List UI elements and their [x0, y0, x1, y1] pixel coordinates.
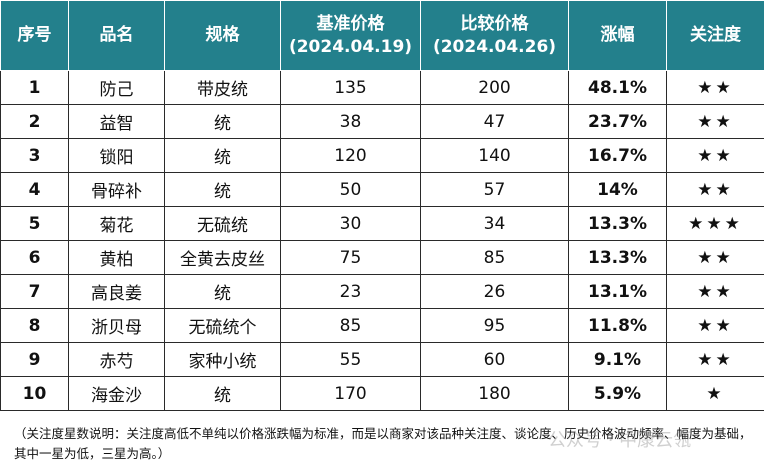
row-num: 8 [0, 308, 69, 343]
row-num: 2 [0, 104, 69, 139]
row-spec: 统 [164, 376, 281, 411]
row-change: 16.7% [568, 138, 667, 173]
table-row: 5 菊花 无硫统 30 34 13.3% ★★★ [0, 206, 764, 241]
row-name: 高良姜 [68, 274, 165, 309]
row-spec: 无硫统个 [164, 308, 281, 343]
row-compare-price: 26 [420, 274, 569, 309]
row-compare-price: 57 [420, 172, 569, 207]
star-icon: ★★ [666, 104, 764, 139]
star-icon: ★★ [666, 308, 764, 343]
row-base-price: 50 [280, 172, 421, 207]
row-compare-price: 47 [420, 104, 569, 139]
row-compare-price: 60 [420, 342, 569, 377]
row-num: 1 [0, 70, 69, 105]
row-spec: 带皮统 [164, 70, 281, 105]
header-num: 序号 [0, 0, 69, 71]
header-spec: 规格 [164, 0, 281, 71]
row-name: 益智 [68, 104, 165, 139]
header-compare-date: (2024.04.26) [432, 36, 557, 57]
table-row: 9 赤芍 家种小统 55 60 9.1% ★★ [0, 342, 764, 377]
row-num: 3 [0, 138, 69, 173]
row-num: 5 [0, 206, 69, 241]
row-change: 11.8% [568, 308, 667, 343]
row-num: 7 [0, 274, 69, 309]
star-icon: ★★ [666, 240, 764, 275]
row-base-price: 75 [280, 240, 421, 275]
watermark: 公众号 · 中康云瓴 [548, 430, 692, 451]
row-name: 浙贝母 [68, 308, 165, 343]
row-compare-price: 140 [420, 138, 569, 173]
star-icon: ★★ [666, 138, 764, 173]
header-name: 品名 [68, 0, 165, 71]
header-compare-price: 比较价格 (2024.04.26) [420, 0, 569, 71]
row-num: 9 [0, 342, 69, 377]
row-change: 14% [568, 172, 667, 207]
row-compare-price: 34 [420, 206, 569, 241]
row-name: 骨碎补 [68, 172, 165, 207]
header-change: 涨幅 [568, 0, 667, 71]
attention-note: （关注度星数说明：关注度高低不单纯以价格涨跌幅为标准，而是以商家对该品种关注度、… [14, 426, 752, 461]
table-body: 1 防己 带皮统 135 200 48.1% ★★ 2 益智 统 38 47 2… [0, 70, 764, 411]
row-num: 4 [0, 172, 69, 207]
row-compare-price: 180 [420, 376, 569, 411]
header-base-price: 基准价格 (2024.04.19) [280, 0, 421, 71]
row-base-price: 135 [280, 70, 421, 105]
row-spec: 统 [164, 104, 281, 139]
row-name: 防己 [68, 70, 165, 105]
table-row: 2 益智 统 38 47 23.7% ★★ [0, 104, 764, 139]
star-icon: ★★ [666, 342, 764, 377]
row-compare-price: 85 [420, 240, 569, 275]
table-row: 6 黄柏 全黄去皮丝 75 85 13.3% ★★ [0, 240, 764, 275]
table-row: 10 海金沙 统 170 180 5.9% ★ [0, 376, 764, 411]
row-base-price: 55 [280, 342, 421, 377]
price-table: 序号 品名 规格 基准价格 (2024.04.19) 比较价格 (2024.04… [0, 0, 764, 411]
row-spec: 统 [164, 172, 281, 207]
table-row: 7 高良姜 统 23 26 13.1% ★★ [0, 274, 764, 309]
header-base-date: (2024.04.19) [288, 36, 413, 57]
header-row: 序号 品名 规格 基准价格 (2024.04.19) 比较价格 (2024.04… [0, 0, 764, 71]
row-spec: 统 [164, 274, 281, 309]
row-num: 10 [0, 376, 69, 411]
row-base-price: 23 [280, 274, 421, 309]
row-spec: 无硫统 [164, 206, 281, 241]
row-name: 菊花 [68, 206, 165, 241]
row-base-price: 170 [280, 376, 421, 411]
row-spec: 统 [164, 138, 281, 173]
star-icon: ★★ [666, 172, 764, 207]
row-change: 13.3% [568, 240, 667, 275]
star-icon: ★★★ [666, 206, 764, 241]
row-change: 9.1% [568, 342, 667, 377]
row-compare-price: 95 [420, 308, 569, 343]
row-change: 5.9% [568, 376, 667, 411]
row-base-price: 85 [280, 308, 421, 343]
row-num: 6 [0, 240, 69, 275]
table-row: 4 骨碎补 统 50 57 14% ★★ [0, 172, 764, 207]
star-icon: ★★ [666, 70, 764, 105]
header-attention: 关注度 [666, 0, 764, 71]
row-change: 13.3% [568, 206, 667, 241]
row-base-price: 120 [280, 138, 421, 173]
header-compare-label: 比较价格 [460, 13, 529, 34]
row-base-price: 38 [280, 104, 421, 139]
row-change: 48.1% [568, 70, 667, 105]
row-change: 23.7% [568, 104, 667, 139]
row-name: 赤芍 [68, 342, 165, 377]
table-row: 3 锁阳 统 120 140 16.7% ★★ [0, 138, 764, 173]
row-spec: 全黄去皮丝 [164, 240, 281, 275]
star-icon: ★ [666, 376, 764, 411]
row-name: 锁阳 [68, 138, 165, 173]
table-row: 8 浙贝母 无硫统个 85 95 11.8% ★★ [0, 308, 764, 343]
header-base-label: 基准价格 [316, 13, 385, 34]
row-name: 黄柏 [68, 240, 165, 275]
row-base-price: 30 [280, 206, 421, 241]
row-compare-price: 200 [420, 70, 569, 105]
table-row: 1 防己 带皮统 135 200 48.1% ★★ [0, 70, 764, 105]
star-icon: ★★ [666, 274, 764, 309]
row-name: 海金沙 [68, 376, 165, 411]
row-change: 13.1% [568, 274, 667, 309]
row-spec: 家种小统 [164, 342, 281, 377]
